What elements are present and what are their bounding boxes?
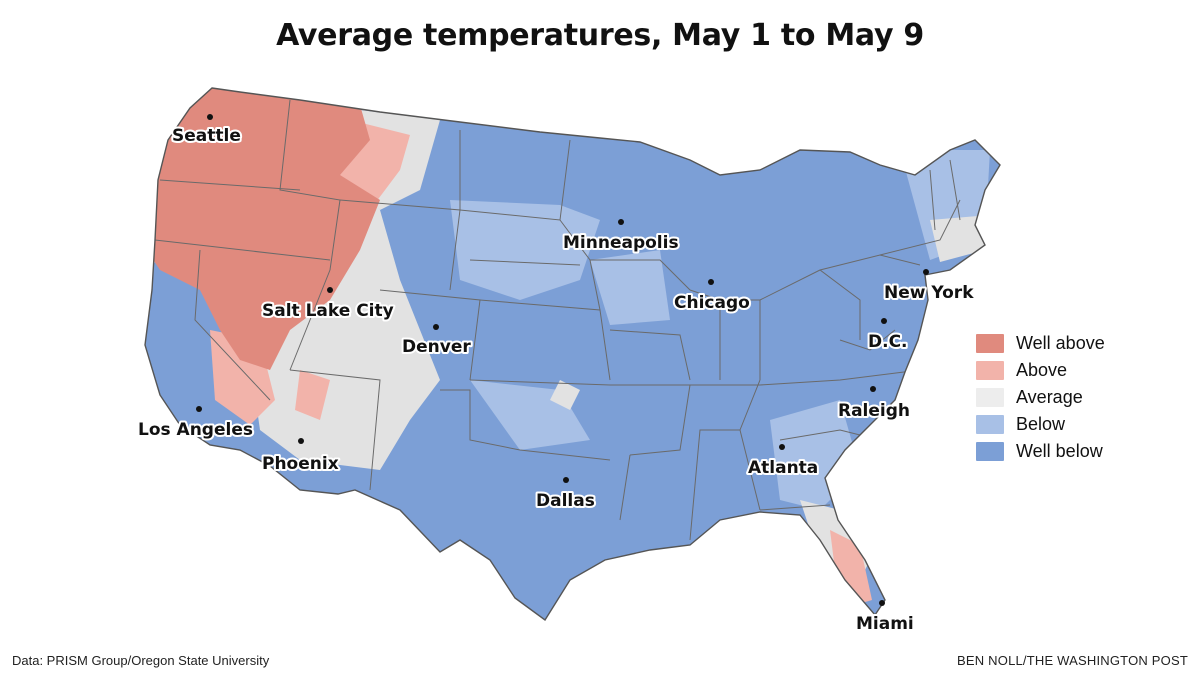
city-label-atlanta: Atlanta (748, 458, 818, 478)
city-dot-raleigh (870, 386, 876, 392)
source-credit: Data: PRISM Group/Oregon State Universit… (12, 653, 270, 668)
author-credit: BEN NOLL/THE WASHINGTON POST (957, 653, 1188, 668)
city-label-new-york: New York (884, 283, 974, 303)
legend-label-well-below: Well below (1016, 441, 1103, 461)
city-dot-minneapolis (618, 219, 624, 225)
city-label-dallas: Dallas (536, 491, 595, 511)
region-well-above (145, 88, 380, 370)
city-dot-denver (433, 324, 439, 330)
legend-item-well-below: Well below (976, 438, 1176, 465)
state-borders (154, 99, 961, 541)
us-outline (144, 87, 1001, 622)
legend-item-average: Average (976, 384, 1176, 411)
legend-swatch-average (976, 388, 1004, 407)
city-label-seattle: Seattle (172, 126, 241, 146)
city-dot-los-angeles (196, 406, 202, 412)
city-dot-salt-lake-city (327, 287, 333, 293)
city-markers: Seattle Minneapolis Chicago New York Sal… (136, 114, 976, 636)
city-label-raleigh: Raleigh (838, 401, 910, 421)
city-label-phoenix: Phoenix (262, 454, 339, 474)
city-dot-miami (879, 600, 885, 606)
city-dot-chicago (708, 279, 714, 285)
city-dot-seattle (207, 114, 213, 120)
legend-swatch-below (976, 415, 1004, 434)
legend-label-well-above: Well above (1016, 333, 1105, 353)
city-label-miami: Miami (856, 614, 914, 634)
legend-label-below: Below (1016, 414, 1066, 434)
legend-label-average: Average (1016, 387, 1083, 407)
city-dot-dc (881, 318, 887, 324)
city-label-denver: Denver (402, 337, 471, 357)
city-dot-phoenix (298, 438, 304, 444)
city-dot-atlanta (779, 444, 785, 450)
legend-item-above: Above (976, 357, 1176, 384)
legend-label-above: Above (1016, 360, 1068, 380)
legend-swatch-above (976, 361, 1004, 380)
legend-swatch-well-above (976, 334, 1004, 353)
city-label-los-angeles: Los Angeles (138, 420, 253, 440)
city-dot-dallas (563, 477, 569, 483)
city-label-minneapolis: Minneapolis (563, 233, 679, 253)
legend-item-well-above: Well above (976, 330, 1176, 357)
city-label-salt-lake-city: Salt Lake City (262, 301, 394, 321)
city-dot-new-york (923, 269, 929, 275)
legend-swatch-well-below (976, 442, 1004, 461)
legend: Well above Above Average Below Well belo… (976, 330, 1176, 465)
map-title: Average temperatures, May 1 to May 9 (276, 18, 924, 53)
city-label-chicago: Chicago (674, 293, 750, 313)
city-label-dc: D.C. (868, 332, 908, 352)
legend-item-below: Below (976, 411, 1176, 438)
